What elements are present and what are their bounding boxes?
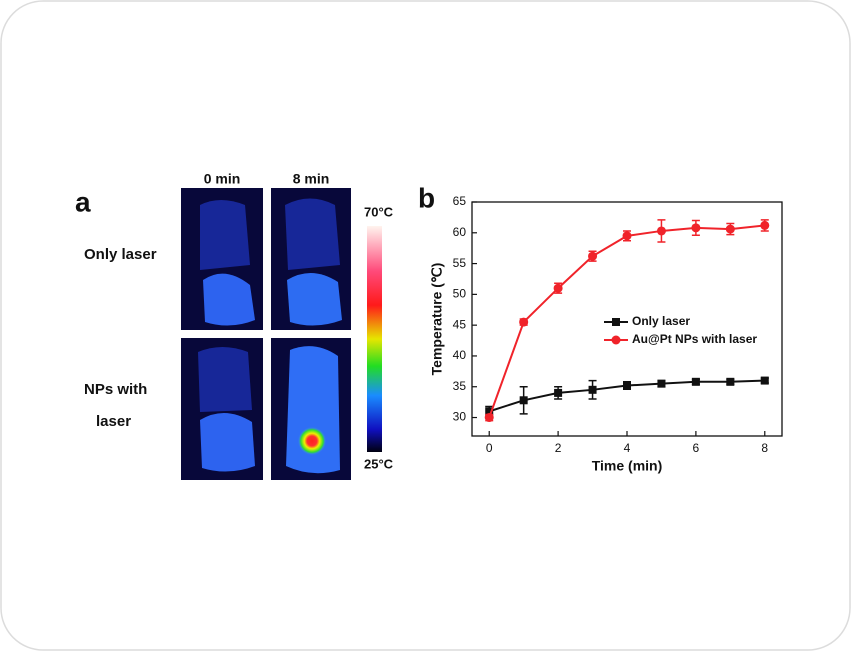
- point: [519, 396, 528, 405]
- row-label: laser: [96, 413, 131, 430]
- x-tick-label: 0: [486, 441, 493, 455]
- point: [691, 223, 701, 233]
- point: [726, 377, 735, 386]
- point: [760, 376, 769, 385]
- legend-marker: [612, 318, 620, 326]
- y-tick-label: 45: [453, 317, 467, 331]
- colorbar: [367, 226, 382, 452]
- y-tick-label: 40: [453, 348, 467, 362]
- y-tick-label: 55: [453, 256, 467, 270]
- column-label: 0 min: [204, 171, 241, 187]
- legend-marker: [611, 335, 621, 345]
- point: [622, 231, 632, 241]
- x-tick-label: 2: [555, 441, 562, 455]
- colorbar-label: 25°C: [364, 456, 394, 471]
- point: [484, 413, 494, 423]
- x-tick-label: 4: [624, 441, 631, 455]
- y-tick-label: 65: [453, 194, 467, 208]
- point: [725, 224, 735, 234]
- point: [554, 388, 563, 397]
- point: [623, 381, 631, 390]
- y-axis-label: Temperature (℃): [429, 263, 445, 376]
- x-tick-label: 8: [761, 441, 768, 455]
- y-tick-label: 60: [453, 225, 467, 239]
- x-tick-label: 6: [693, 441, 700, 455]
- y-tick-label: 50: [453, 287, 467, 301]
- y-tick-label: 35: [453, 379, 467, 393]
- y-tick-label: 30: [453, 410, 467, 424]
- point: [760, 220, 770, 230]
- panel-label: a: [75, 186, 91, 217]
- panel-label: b: [418, 182, 435, 213]
- row-label: Only laser: [84, 246, 157, 263]
- thermal-images: [181, 188, 382, 480]
- point: [657, 379, 666, 388]
- column-label: 8 min: [293, 171, 330, 187]
- point: [553, 283, 563, 293]
- point: [485, 407, 494, 416]
- legend-label: Only laser: [632, 314, 690, 328]
- point: [656, 226, 666, 236]
- point: [588, 251, 598, 261]
- point: [588, 385, 597, 394]
- legend-label: Au@Pt NPs with laser: [632, 332, 757, 346]
- point: [691, 377, 700, 386]
- colorbar-label: 70°C: [364, 204, 394, 219]
- row-label: NPs with: [84, 381, 147, 398]
- x-axis-label: Time (min): [592, 458, 663, 474]
- point: [519, 317, 529, 327]
